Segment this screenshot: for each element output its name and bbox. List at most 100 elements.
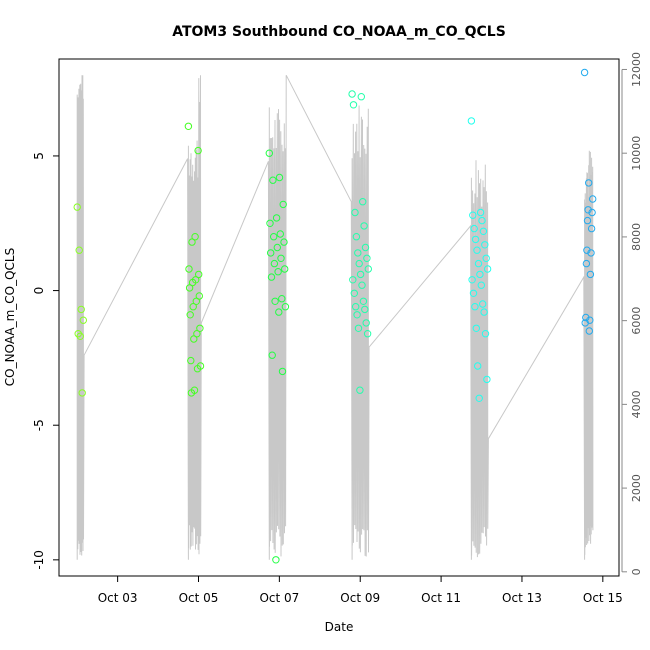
data-point <box>356 386 364 394</box>
data-point <box>79 316 88 324</box>
x-tick-label: Oct 13 <box>502 591 542 605</box>
data-point <box>353 311 361 319</box>
data-point <box>481 241 489 249</box>
data-point <box>267 249 275 257</box>
x-axis: Oct 03 Oct 05 Oct 07 Oct 09 Oct 11 Oct 13 Oct … <box>98 576 623 605</box>
data-point <box>348 90 356 98</box>
data-point <box>476 270 484 279</box>
data-point <box>274 268 282 276</box>
chart-title: ATOM3 Southbound CO_NOAA_m_CO_QCLS <box>172 24 506 40</box>
right-y-axis: 0 2000 4000 6000 8000 10000 12000 <box>621 52 643 575</box>
data-point <box>361 243 370 252</box>
data-point <box>354 249 362 257</box>
data-point <box>278 367 287 376</box>
data-point <box>352 233 361 241</box>
data-point <box>475 394 483 402</box>
data-point <box>271 297 279 305</box>
data-point <box>349 276 357 284</box>
x-tick-label: Oct 15 <box>583 591 623 605</box>
data-point <box>187 356 195 365</box>
data-point <box>473 246 481 254</box>
data-point <box>469 289 478 297</box>
data-point <box>587 224 596 233</box>
x-tick-label: Oct 07 <box>259 591 299 605</box>
data-point <box>354 324 363 332</box>
data-point <box>582 259 591 268</box>
data-point <box>268 351 276 359</box>
data-point <box>75 246 83 254</box>
x-tick-label: Oct 05 <box>179 591 219 605</box>
data-point <box>192 297 201 305</box>
y-tick-label: -10 <box>32 550 46 570</box>
data-point <box>357 93 365 101</box>
right-y-tick-label: 6000 <box>630 307 643 335</box>
data-point <box>189 303 197 311</box>
data-point <box>270 259 279 268</box>
data-point <box>362 319 370 327</box>
data-point <box>185 265 193 273</box>
right-y-tick-label: 12000 <box>630 52 643 87</box>
data-point <box>193 330 201 338</box>
data-point <box>356 270 365 279</box>
data-point <box>267 273 276 281</box>
data-point <box>480 308 488 316</box>
data-point <box>363 254 371 262</box>
right-y-tick-label: 2000 <box>630 474 643 502</box>
data-point <box>359 198 367 206</box>
data-point <box>472 324 480 332</box>
data-point <box>187 389 196 397</box>
data-point <box>478 216 486 225</box>
data-point <box>583 216 592 225</box>
data-point <box>281 303 290 311</box>
data-point <box>351 208 359 217</box>
data-point <box>195 270 203 279</box>
data-point <box>470 224 478 233</box>
data-point <box>589 195 597 203</box>
data-point <box>468 276 476 284</box>
data-point <box>361 305 369 314</box>
data-point <box>281 265 289 273</box>
data-point <box>191 233 199 241</box>
data-point <box>275 308 283 316</box>
data-point <box>467 117 476 125</box>
data-point <box>585 327 593 335</box>
data-point <box>471 235 480 244</box>
plot-frame <box>58 58 620 577</box>
x-axis-label: Date <box>325 620 354 634</box>
y-axis: -10 -5 0 5 <box>32 152 59 570</box>
data-point <box>474 259 483 268</box>
data-point <box>363 330 372 338</box>
data-point <box>588 208 596 217</box>
altitude-trace <box>76 74 594 560</box>
data-point <box>483 265 492 273</box>
data-point <box>270 233 278 241</box>
data-point <box>587 249 595 257</box>
y-tick-label: -5 <box>32 419 46 431</box>
right-y-tick-label: 4000 <box>630 390 643 418</box>
data-point <box>78 389 86 397</box>
data-point <box>585 179 593 187</box>
data-point <box>469 211 477 219</box>
data-point <box>269 176 277 184</box>
data-point <box>477 281 485 289</box>
data-point <box>76 332 84 340</box>
y-axis-label: CO_NOAA_m_CO_QCLS <box>3 248 17 386</box>
data-point <box>580 68 589 77</box>
data-point <box>266 219 274 228</box>
data-point <box>77 305 85 314</box>
data-point <box>352 303 360 311</box>
data-point <box>188 238 196 246</box>
data-point <box>479 300 487 308</box>
data-point <box>273 243 281 252</box>
data-point <box>184 122 193 131</box>
data-point <box>476 208 485 217</box>
data-point <box>481 330 490 338</box>
data-point <box>272 556 280 564</box>
data-point <box>188 278 197 287</box>
data-point <box>194 146 202 155</box>
data-point <box>581 319 589 327</box>
data-point <box>190 335 198 343</box>
altitude-line <box>76 74 594 560</box>
data-point <box>586 270 595 279</box>
